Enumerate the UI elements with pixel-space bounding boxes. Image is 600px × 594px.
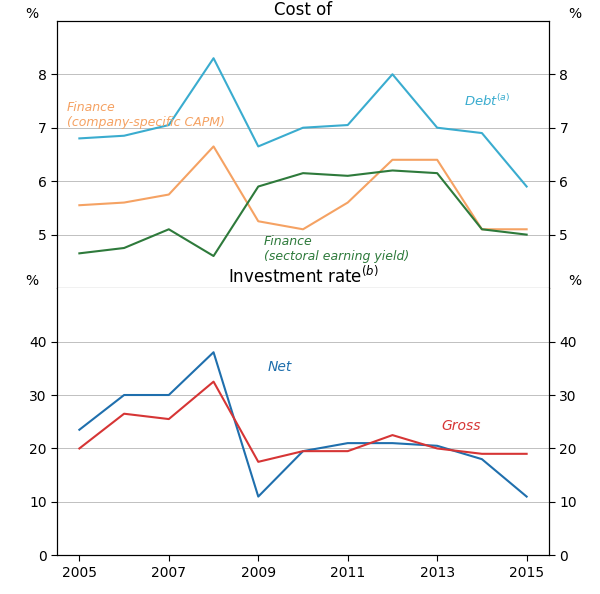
Text: %: % [25, 7, 38, 21]
Text: %: % [568, 7, 581, 21]
Text: Cost of: Cost of [274, 1, 332, 20]
Text: %: % [25, 274, 38, 288]
Text: %: % [568, 274, 581, 288]
Text: Net: Net [267, 360, 292, 374]
Text: Finance
(sectoral earning yield): Finance (sectoral earning yield) [263, 235, 409, 263]
Text: Investment rate$^{(b)}$: Investment rate$^{(b)}$ [227, 266, 379, 287]
Text: Gross: Gross [442, 419, 481, 433]
Text: Debt$^{(a)}$: Debt$^{(a)}$ [464, 93, 510, 109]
Text: Finance
(company-specific CAPM): Finance (company-specific CAPM) [67, 101, 225, 129]
